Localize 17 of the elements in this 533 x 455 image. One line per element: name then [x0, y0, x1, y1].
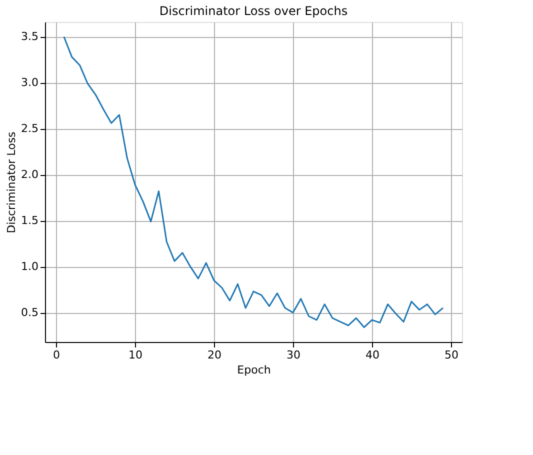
chart-title: Discriminator Loss over Epochs: [159, 4, 348, 18]
x-tick-label: 0: [53, 348, 60, 362]
y-tick-label: 1.5: [21, 214, 38, 228]
x-tick-label: 40: [365, 348, 380, 362]
x-tick-label: 10: [128, 348, 143, 362]
y-tick-label: 2.0: [21, 168, 38, 182]
x-axis-title: Epoch: [237, 364, 271, 376]
x-tick-label: 30: [286, 348, 300, 362]
y-tick-label: 1.0: [21, 260, 38, 274]
y-tick-label: 3.5: [21, 30, 38, 44]
y-axis-title: Discriminator Loss: [5, 131, 18, 234]
y-tick-label: 2.5: [21, 122, 38, 136]
line-series: [63, 36, 444, 328]
y-tick-label: 0.5: [21, 306, 38, 320]
y-tick-label: 3.0: [21, 76, 38, 90]
x-tick-label: 50: [444, 348, 458, 362]
x-tick-label: 20: [208, 348, 222, 362]
